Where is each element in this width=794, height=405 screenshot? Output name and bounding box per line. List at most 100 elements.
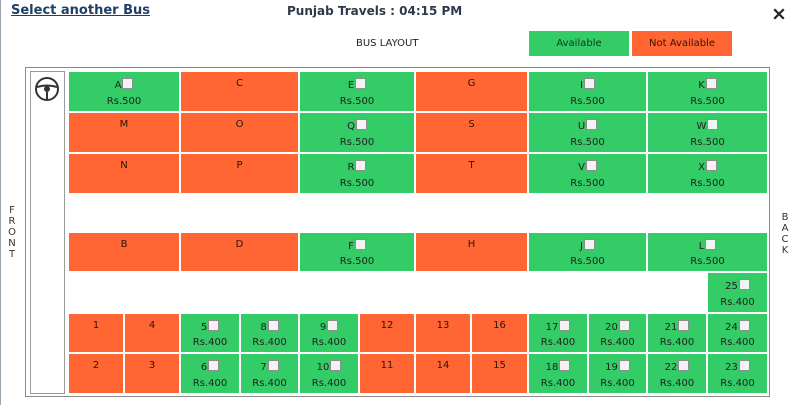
seat-u[interactable]: U Rs.500	[528, 112, 647, 153]
seat-checkbox[interactable]	[705, 160, 717, 171]
seat-checkbox[interactable]	[208, 360, 220, 371]
seat-k[interactable]: K Rs.500	[647, 71, 768, 112]
seat-label: V	[578, 162, 585, 173]
seat-checkbox[interactable]	[738, 279, 750, 290]
seat-price: Rs.500	[690, 137, 725, 148]
seat-25[interactable]: 25 Rs.400	[707, 272, 768, 313]
seat-price: Rs.400	[600, 378, 635, 389]
seat-label: C	[236, 78, 243, 89]
seat-17[interactable]: 17 Rs.400	[528, 313, 588, 353]
seat-price: Rs.400	[540, 337, 576, 348]
seat-4: 4	[124, 313, 180, 353]
seat-9[interactable]: 9 Rs.400	[299, 313, 359, 353]
seat-checkbox[interactable]	[355, 160, 367, 171]
seat-6[interactable]: 6 Rs.400	[180, 353, 240, 394]
seat-price: Rs.400	[252, 337, 287, 348]
page-title: Punjab Travels : 04:15 PM	[287, 4, 463, 18]
seat-label: 12	[380, 320, 394, 331]
seat-checkbox[interactable]	[327, 320, 339, 331]
seat-label: A	[114, 80, 122, 91]
seat-price: Rs.400	[720, 378, 755, 389]
seat-16: 16	[471, 313, 528, 353]
seat-e[interactable]: E Rs.500	[299, 71, 415, 112]
seat-checkbox[interactable]	[267, 360, 279, 371]
seat-checkbox[interactable]	[738, 360, 750, 371]
seat-l[interactable]: L Rs.500	[647, 232, 768, 272]
seat-f[interactable]: F Rs.500	[299, 232, 415, 272]
seat-r[interactable]: R Rs.500	[299, 153, 415, 194]
seat-label: N	[120, 160, 128, 171]
seat-i[interactable]: I Rs.500	[528, 71, 647, 112]
seat-24[interactable]: 24 Rs.400	[707, 313, 768, 353]
seat-10[interactable]: 10 Rs.400	[299, 353, 359, 394]
seat-p: P	[180, 153, 299, 194]
seat-label: 9	[319, 322, 327, 333]
seat-checkbox[interactable]	[355, 78, 367, 89]
seat-checkbox[interactable]	[355, 119, 367, 130]
seat-label: L	[698, 241, 705, 252]
seat-8[interactable]: 8 Rs.400	[240, 313, 299, 353]
seat-x[interactable]: X Rs.500	[647, 153, 768, 194]
seat-20[interactable]: 20 Rs.400	[588, 313, 647, 353]
seat-price: Rs.500	[570, 178, 605, 189]
seat-checkbox[interactable]	[583, 239, 595, 250]
seat-checkbox[interactable]	[208, 320, 220, 331]
seat-5[interactable]: 5 Rs.400	[180, 313, 240, 353]
seat-price: Rs.400	[659, 378, 695, 389]
seat-checkbox[interactable]	[330, 360, 342, 371]
seat-c: C	[180, 71, 299, 112]
seat-label: T	[468, 160, 475, 171]
seat-19[interactable]: 19 Rs.400	[588, 353, 647, 394]
seat-label: 5	[200, 322, 208, 333]
seat-11: 11	[359, 353, 415, 394]
seat-7[interactable]: 7 Rs.400	[240, 353, 299, 394]
bus-outline	[25, 67, 770, 397]
seat-3: 3	[124, 353, 180, 394]
seat-checkbox[interactable]	[738, 320, 750, 331]
seat-a[interactable]: A Rs.500	[68, 71, 180, 112]
seat-label: 4	[148, 320, 156, 331]
seat-price: Rs.500	[339, 178, 375, 189]
seat-n: N	[68, 153, 180, 194]
seat-checkbox[interactable]	[705, 78, 717, 89]
close-icon[interactable]	[772, 7, 786, 21]
seat-checkbox[interactable]	[618, 320, 630, 331]
seat-price: Rs.500	[339, 96, 375, 107]
seat-checkbox[interactable]	[585, 160, 597, 171]
seat-label: 3	[148, 360, 156, 371]
seat-checkbox[interactable]	[267, 320, 279, 331]
seat-label: 8	[260, 322, 267, 333]
seat-h: H	[415, 232, 528, 272]
seat-22[interactable]: 22 Rs.400	[647, 353, 707, 394]
seat-checkbox[interactable]	[705, 239, 717, 250]
seat-checkbox[interactable]	[583, 78, 595, 89]
seat-label: K	[698, 80, 705, 91]
seat-w[interactable]: W Rs.500	[647, 112, 768, 153]
seat-checkbox[interactable]	[559, 360, 571, 371]
seat-label: 19	[605, 362, 618, 373]
seat-j[interactable]: J Rs.500	[528, 232, 647, 272]
seat-v[interactable]: V Rs.500	[528, 153, 647, 194]
seat-label: U	[577, 121, 586, 132]
seat-price: Rs.500	[570, 256, 605, 267]
seat-label: M	[119, 119, 129, 130]
seat-price: Rs.500	[690, 96, 725, 107]
seat-18[interactable]: 18 Rs.400	[528, 353, 588, 394]
seat-checkbox[interactable]	[586, 119, 598, 130]
select-another-bus-link[interactable]: Select another Bus	[11, 3, 150, 18]
seat-label: O	[235, 119, 244, 130]
seat-label: 22	[664, 362, 678, 373]
seat-checkbox[interactable]	[707, 119, 719, 130]
seat-checkbox[interactable]	[354, 239, 366, 250]
seat-checkbox[interactable]	[618, 360, 630, 371]
seat-checkbox[interactable]	[122, 78, 134, 89]
seat-21[interactable]: 21 Rs.400	[647, 313, 707, 353]
seat-q[interactable]: Q Rs.500	[299, 112, 415, 153]
seat-checkbox[interactable]	[678, 320, 690, 331]
seat-checkbox[interactable]	[559, 320, 571, 331]
seat-23[interactable]: 23 Rs.400	[707, 353, 768, 394]
seat-checkbox[interactable]	[678, 360, 690, 371]
seat-price: Rs.400	[720, 297, 755, 308]
legend-available: Available	[529, 31, 629, 56]
